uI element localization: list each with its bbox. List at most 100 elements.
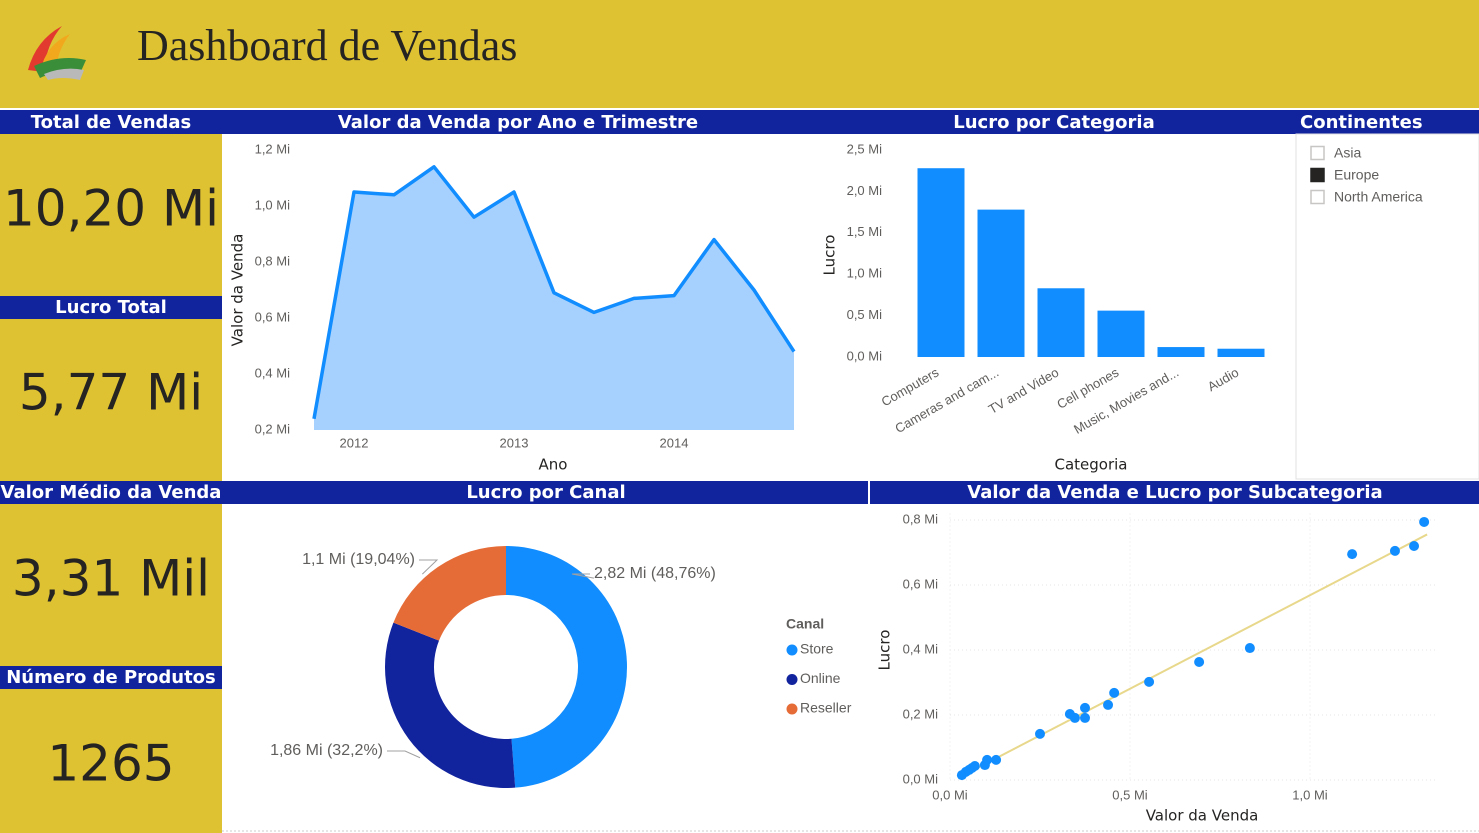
chart-title: Lucro por Canal	[466, 482, 625, 503]
point	[991, 754, 1002, 765]
y-tick-label: 2,5 Mi	[847, 141, 883, 156]
data-label: 1,86 Mi (32,2%)	[270, 742, 383, 759]
bar	[1097, 310, 1145, 357]
checkbox[interactable]	[1310, 189, 1325, 205]
header-bar	[0, 296, 222, 319]
legend-marker[interactable]	[786, 703, 798, 715]
slicer-item[interactable]: Europe	[1334, 167, 1379, 183]
y-tick-label: 0,0 Mi	[903, 771, 939, 786]
slicer-item[interactable]: Asia	[1334, 145, 1361, 161]
bar	[1037, 288, 1085, 357]
point	[1144, 676, 1155, 687]
x-tick-label: 1,0 Mi	[1292, 787, 1328, 802]
kpi-value: 5,77 Mi	[19, 364, 203, 422]
donut-slice	[385, 622, 516, 788]
kpi-label: Número de Produtos	[6, 667, 216, 688]
y-tick-label: 1,5 Mi	[847, 224, 883, 239]
point	[1080, 712, 1090, 723]
x-tick-label: 0,0 Mi	[932, 787, 968, 802]
y-tick-label: 0,6 Mi	[255, 309, 291, 324]
kpi-label: Lucro Total	[55, 297, 167, 318]
x-axis-title: Ano	[539, 456, 568, 474]
slicer-panel	[1295, 133, 1479, 480]
dashboard-title: Dashboard de Vendas	[137, 21, 517, 70]
header-bar	[0, 110, 1479, 134]
point	[1035, 728, 1045, 739]
legend-title: Canal	[786, 616, 824, 632]
legend-marker[interactable]	[786, 674, 798, 685]
point	[1244, 643, 1255, 654]
kpi-label: Total de Vendas	[31, 112, 192, 133]
point	[1103, 699, 1114, 710]
kpi-value: 10,20 Mi	[3, 180, 219, 238]
leader-line	[571, 573, 595, 579]
point	[1409, 541, 1420, 551]
leader-line	[419, 559, 439, 575]
y-tick-label: 0,8 Mi	[255, 253, 291, 268]
legend-marker[interactable]	[786, 644, 798, 656]
checkbox[interactable]	[1310, 167, 1325, 183]
y-tick-label: 0,2 Mi	[255, 421, 291, 436]
donut-slice	[393, 546, 506, 641]
point	[1347, 549, 1358, 560]
chart-title: Valor da Venda e Lucro por Subcategoria	[967, 482, 1382, 503]
logo	[28, 26, 86, 80]
line	[312, 165, 796, 420]
header-band	[0, 0, 1479, 108]
y-axis-title: Lucro	[821, 235, 839, 276]
data-label: 2,82 Mi (48,76%)	[594, 565, 716, 582]
x-tick-label: 0,5 Mi	[1112, 787, 1148, 802]
x-axis-title: Categoria	[1054, 456, 1127, 474]
point	[1419, 516, 1430, 527]
kpi-value: 1265	[47, 735, 174, 793]
bar	[977, 209, 1025, 357]
chart-title: Valor da Venda por Ano e Trimestre	[338, 112, 698, 133]
y-tick-label: 0,4 Mi	[255, 365, 291, 380]
donut-slice	[506, 546, 627, 788]
slicer-item[interactable]: North America	[1334, 189, 1423, 205]
bar	[917, 168, 965, 357]
kpi-label: Valor Médio da Venda	[1, 482, 222, 503]
point	[1069, 712, 1080, 723]
point	[1194, 657, 1205, 668]
legend-label[interactable]: Store	[800, 641, 834, 657]
area-fill	[314, 166, 794, 431]
x-tick-label: 2013	[500, 435, 529, 450]
x-tick-label: Music, Movies and...	[1071, 365, 1181, 437]
bar	[1217, 348, 1265, 357]
slicer-title: Continentes	[1300, 112, 1423, 133]
legend-label[interactable]: Online	[800, 670, 841, 686]
point	[969, 761, 980, 772]
point	[1109, 687, 1120, 698]
x-axis-title: Valor da Venda	[1146, 807, 1259, 825]
y-tick-label: 0,2 Mi	[903, 706, 939, 721]
legend-label[interactable]: Reseller	[800, 700, 852, 716]
header-bar	[0, 666, 222, 689]
point	[982, 754, 993, 765]
checkbox[interactable]	[1310, 145, 1325, 161]
bar	[1157, 347, 1205, 357]
point	[1389, 545, 1400, 556]
trend-line	[961, 533, 1428, 777]
point	[1080, 702, 1090, 713]
header-bar	[0, 481, 868, 504]
y-tick-label: 1,0 Mi	[847, 266, 883, 281]
x-tick-label: Audio	[1205, 365, 1241, 395]
x-tick-label: 2014	[660, 435, 689, 450]
x-tick-label: 2012	[340, 435, 369, 450]
y-tick-label: 0,0 Mi	[847, 348, 883, 363]
y-tick-label: 0,4 Mi	[903, 641, 939, 656]
y-tick-label: 0,5 Mi	[847, 307, 883, 322]
kpi-value: 3,31 Mil	[12, 550, 210, 608]
chart-title: Lucro por Categoria	[953, 112, 1154, 133]
header-bar	[870, 481, 1479, 504]
y-tick-label: 1,2 Mi	[255, 141, 291, 156]
y-tick-label: 0,6 Mi	[903, 576, 939, 591]
x-tick-label: Cameras and cam...	[892, 365, 1001, 437]
y-tick-label: 2,0 Mi	[847, 183, 883, 198]
y-tick-label: 0,8 Mi	[903, 511, 939, 526]
y-tick-label: 1,0 Mi	[255, 197, 291, 212]
data-label: 1,1 Mi (19,04%)	[302, 551, 415, 568]
leader-line	[387, 750, 421, 759]
